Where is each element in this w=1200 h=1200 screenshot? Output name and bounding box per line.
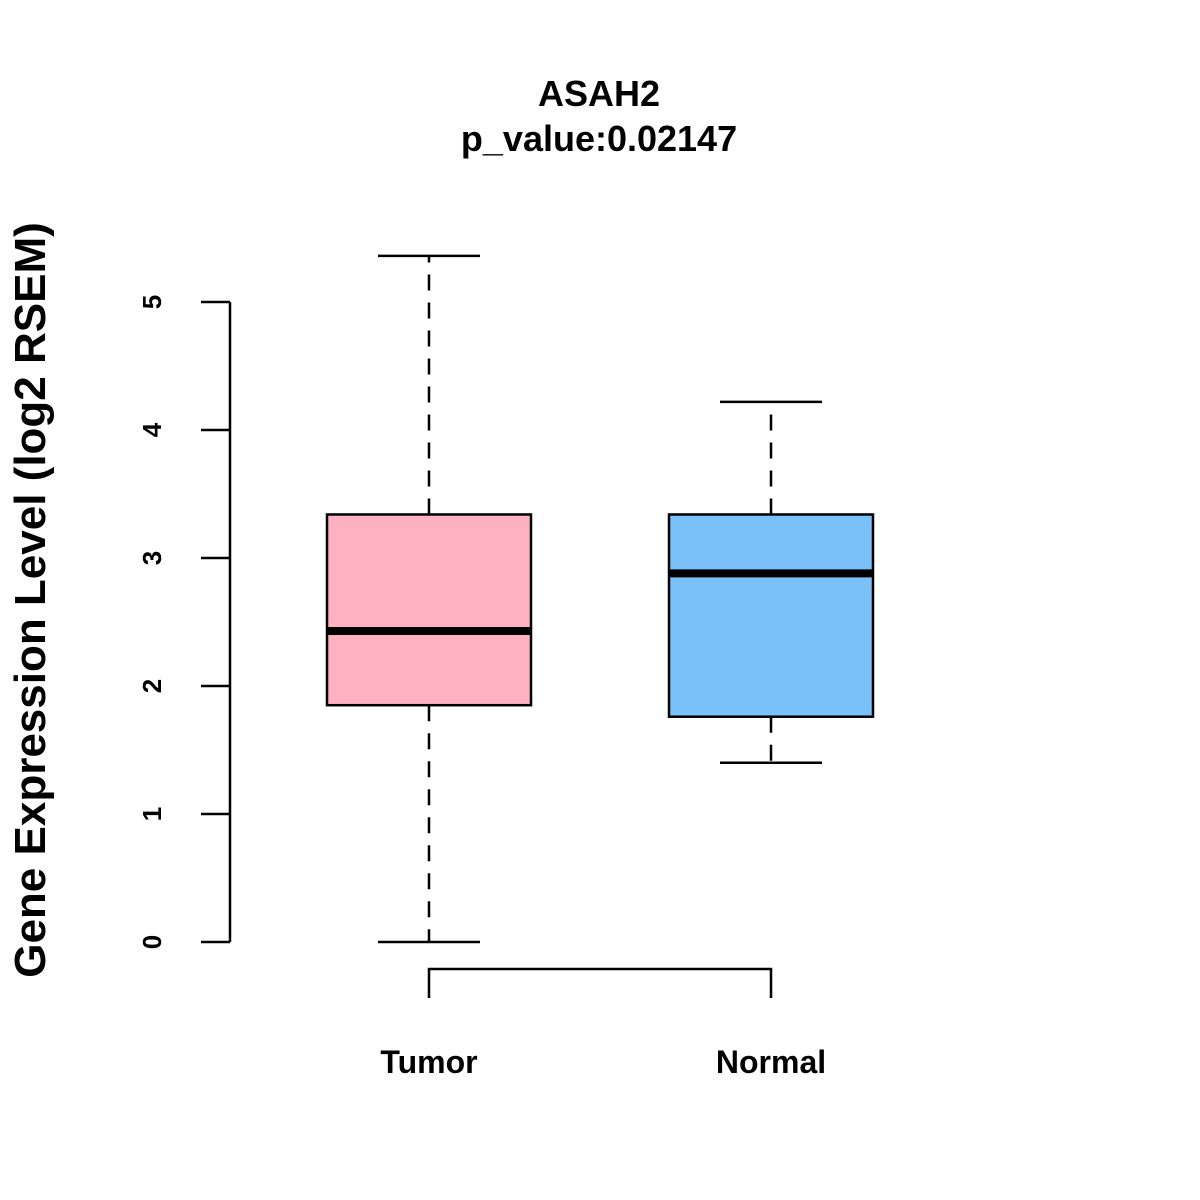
y-tick-label: 2 [137, 679, 167, 693]
box-normal [667, 400, 875, 765]
y-tick-label: 4 [137, 422, 167, 437]
chart-subtitle: p_value:0.02147 [461, 118, 737, 159]
box-tumor [325, 254, 533, 944]
iqr-box [325, 513, 533, 707]
x-label-tumor: Tumor [380, 1044, 477, 1080]
iqr-box [667, 513, 875, 718]
y-tick-label: 0 [137, 935, 167, 949]
x-label-normal: Normal [716, 1044, 826, 1080]
y-tick-label: 1 [137, 807, 167, 821]
y-tick-label: 5 [137, 295, 167, 309]
bracket-line [427, 967, 773, 998]
y-axis-label: Gene Expression Level (log2 RSEM) [6, 222, 55, 978]
y-tick-label: 3 [137, 551, 167, 565]
x-axis-labels: Tumor Normal [380, 1044, 826, 1080]
boxes-group [325, 254, 875, 944]
chart-title: ASAH2 [538, 73, 660, 114]
significance-bracket [427, 967, 773, 998]
y-axis: 0 1 2 3 4 5 [137, 295, 232, 949]
